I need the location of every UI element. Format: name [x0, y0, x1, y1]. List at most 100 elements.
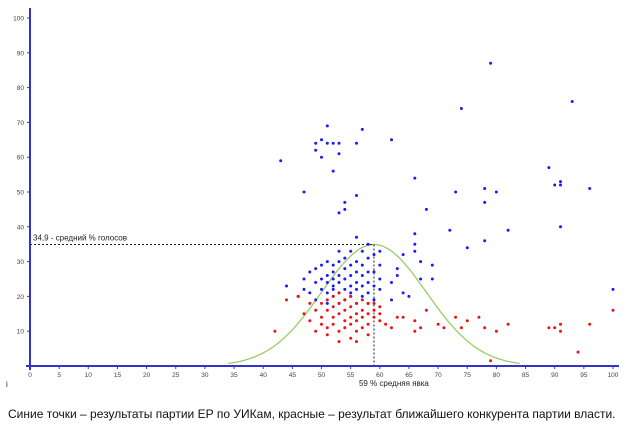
blue-data-point: [419, 277, 423, 281]
x-tick-label: 50: [318, 372, 326, 379]
red-data-point: [349, 322, 353, 326]
axes: [26, 8, 619, 370]
blue-data-point: [366, 291, 370, 295]
blue-data-point: [308, 270, 312, 274]
red-data-point: [325, 298, 329, 302]
blue-data-point: [314, 298, 318, 302]
y-tick-label: 30: [17, 259, 25, 266]
red-data-point: [308, 319, 312, 323]
blue-data-point: [343, 200, 347, 204]
blue-data-point: [395, 267, 399, 271]
x-tick-label: 15: [114, 372, 122, 379]
blue-data-point: [279, 159, 283, 163]
blue-data-point: [337, 249, 341, 253]
blue-data-point: [360, 284, 364, 288]
red-data-point: [553, 326, 557, 330]
x-ticks: 0 5 10 15 20 25 30 35 40 45 50 55 60 65 70 75 80 85 90 95 10…: [28, 366, 619, 379]
blue-data-point: [325, 274, 329, 277]
x-tick-label: 30: [201, 372, 209, 379]
red-data-point: [349, 336, 353, 340]
blue-data-point: [331, 263, 335, 267]
red-data-point: [483, 326, 487, 330]
red-data-point: [273, 329, 277, 333]
blue-data-point: [343, 277, 347, 281]
blue-data-point: [337, 274, 341, 277]
red-data-point: [320, 315, 323, 319]
blue-data-point: [372, 270, 376, 274]
blue-data-point: [337, 211, 341, 215]
blue-data-point: [320, 263, 323, 267]
x-tick-label: 75: [464, 372, 472, 379]
blue-data-point: [355, 235, 358, 239]
red-data-point: [395, 315, 399, 319]
blue-data-point: [314, 281, 318, 284]
blue-data-point: [506, 228, 510, 232]
x-tick-label: 40: [260, 372, 268, 379]
blue-data-point: [407, 294, 411, 298]
blue-data-point: [611, 287, 615, 291]
blue-data-point: [413, 232, 417, 236]
y-tick-label: 40: [17, 224, 25, 231]
red-data-point: [360, 326, 364, 330]
blue-data-point: [302, 190, 306, 194]
blue-data-point: [430, 277, 434, 281]
red-data-point: [343, 326, 347, 330]
gaussian-curve-layer: [228, 243, 520, 365]
blue-data-point: [570, 100, 574, 103]
blue-data-point: [355, 194, 358, 197]
blue-data-point: [390, 281, 393, 284]
blue-data-point: [424, 207, 428, 211]
red-data-point: [308, 301, 312, 305]
red-data-point: [360, 308, 364, 312]
red-data-point: [477, 315, 481, 319]
x-tick-label: 0: [28, 372, 32, 379]
red-data-point: [588, 322, 592, 326]
blue-data-point: [395, 274, 399, 277]
blue-data-point: [355, 281, 358, 284]
blue-data-point: [559, 183, 562, 187]
blue-data-point: [331, 169, 335, 173]
blue-data-point: [308, 291, 312, 295]
x-tick-label: 5: [57, 372, 61, 379]
blue-data-point: [320, 287, 323, 291]
red-data-point: [337, 312, 341, 316]
blue-data-point: [325, 124, 329, 128]
blue-data-point: [459, 107, 463, 110]
blue-data-point: [553, 183, 557, 187]
blue-data-point: [483, 200, 487, 204]
blue-data-point: [343, 267, 347, 271]
red-data-point: [331, 294, 335, 298]
red-data-point: [506, 322, 510, 326]
red-data-point: [320, 322, 323, 326]
red-data-point: [378, 312, 382, 316]
blue-data-point: [331, 284, 335, 288]
red-data-point: [349, 294, 353, 298]
blue-data-point: [320, 155, 323, 159]
red-data-point: [372, 308, 376, 312]
mean-vote-label: 34,9 - средний % голосов: [33, 234, 127, 243]
red-data-point: [296, 294, 300, 298]
red-data-point: [390, 326, 393, 330]
red-data-point: [343, 308, 347, 312]
blue-data-point: [331, 141, 335, 145]
blue-data-point: [372, 298, 376, 302]
blue-data-point: [325, 301, 329, 305]
blue-data-point: [378, 249, 382, 253]
x-tick-label: 85: [522, 372, 530, 379]
x-tick-label: 60: [376, 372, 384, 379]
red-data-point: [331, 315, 335, 319]
red-data-point: [337, 301, 341, 305]
blue-data-point: [325, 281, 329, 284]
red-data-point: [459, 326, 463, 330]
figure-caption: Синие точки – результаты партии ЕР по УИ…: [8, 407, 616, 421]
x-tick-label: 70: [434, 372, 442, 379]
red-data-point: [349, 305, 353, 309]
blue-data-point: [331, 277, 335, 281]
red-data-point: [355, 329, 358, 333]
x-tick-label: 45: [289, 372, 297, 379]
x-tick-label: 90: [551, 372, 559, 379]
red-data-point: [401, 315, 405, 319]
x-tick-label: 100: [608, 372, 619, 379]
blue-data-point: [483, 187, 487, 190]
blue-data-point: [378, 277, 382, 281]
